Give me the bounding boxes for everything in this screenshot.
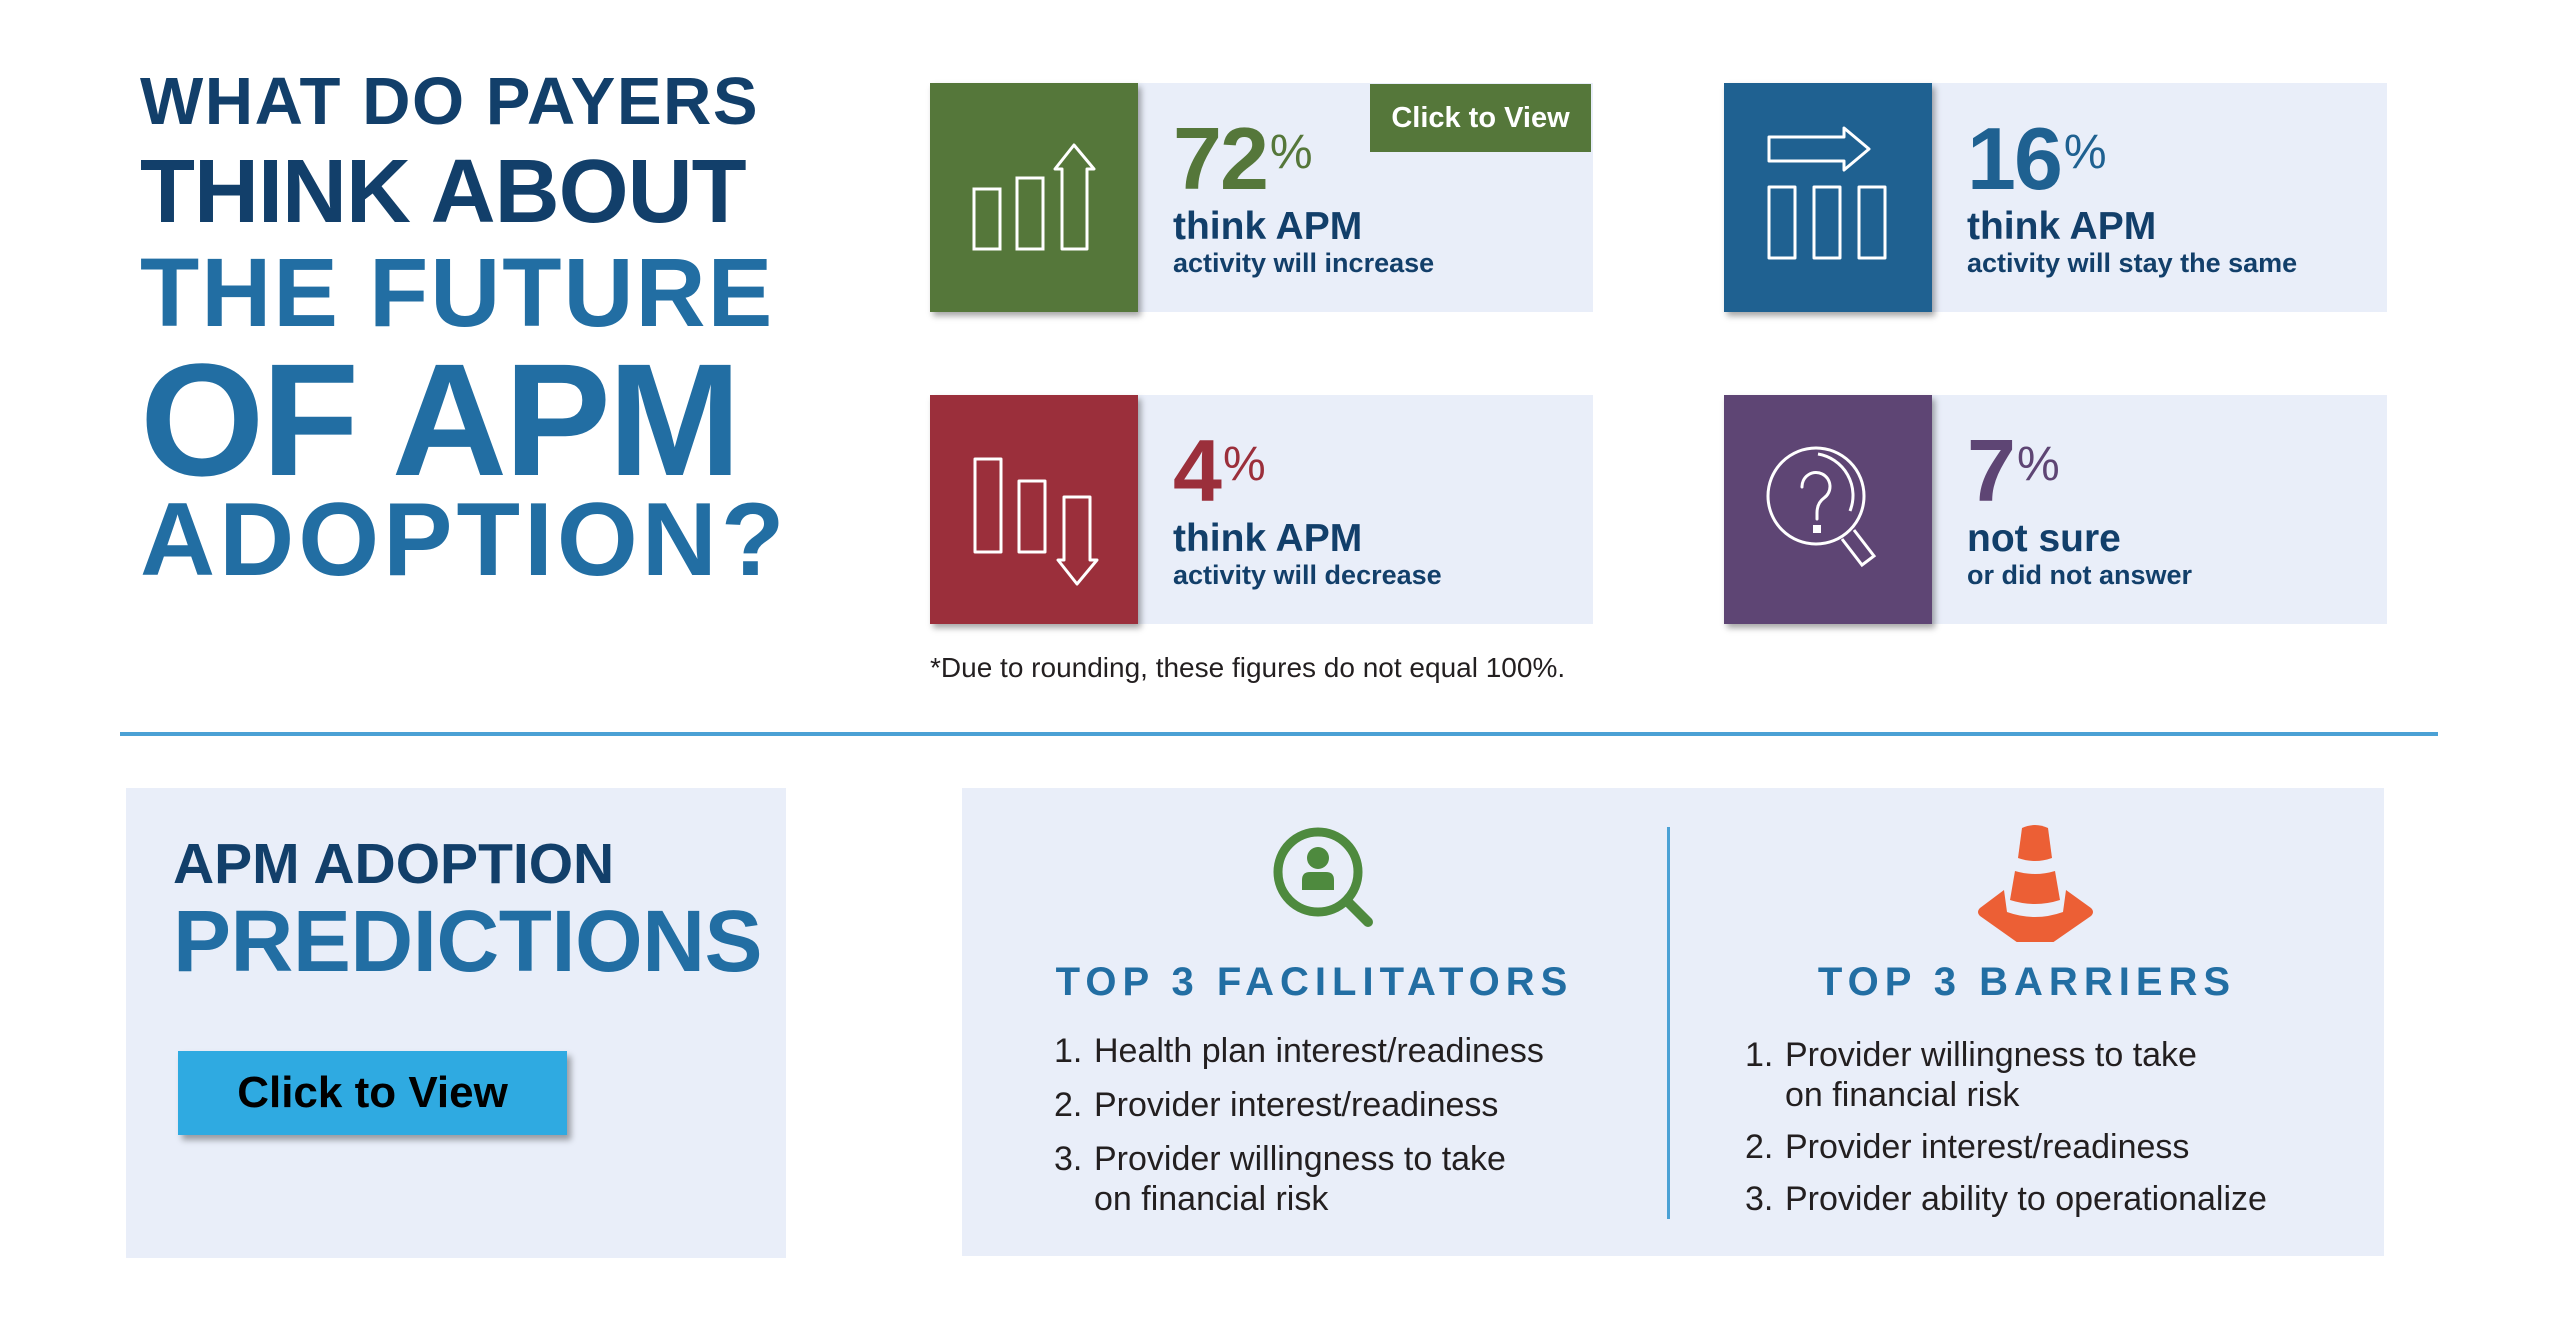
facilitators-list: 1. Health plan interest/readiness 2. Provi… xyxy=(1054,1031,1544,1233)
stat-sub: activity will decrease xyxy=(1173,560,1442,590)
stat-percentage: 16% xyxy=(1967,109,2107,208)
stat-sub: activity will stay the same xyxy=(1967,248,2298,278)
predictions-heading-small: APM ADOPTION xyxy=(173,832,615,896)
barriers-list: 1. Provider willingness to take on financ… xyxy=(1745,1035,2267,1231)
title-line-5: ADOPTION? xyxy=(140,482,789,598)
stat-lead: not sure xyxy=(1967,517,2121,560)
list-item: 2. Provider interest/readiness xyxy=(1745,1128,2190,1166)
facilitators-title: TOP 3 FACILITATORS xyxy=(1055,960,1574,1004)
stat-percentage: 4% xyxy=(1173,421,1266,520)
stat-card-same: 16% think APM activity will stay the sam… xyxy=(1724,83,2387,312)
stat-card-decrease: 4% think APM activity will decrease xyxy=(930,395,1593,624)
title-line-4: OF APM xyxy=(140,330,741,509)
list-item: 1. Provider willingness to take on financ… xyxy=(1745,1036,2197,1114)
list-item: 2. Provider interest/readiness xyxy=(1054,1086,1499,1124)
bar-chart-up-arrow-icon xyxy=(930,83,1138,312)
predictions-panel: APM ADOPTION PREDICTIONS Click to View xyxy=(126,788,786,1258)
facilitators-barriers-panel: TOP 3 FACILITATORS 1. Health plan interes… xyxy=(962,788,2384,1256)
bar-chart-right-arrow-icon xyxy=(1724,83,1932,312)
page-title: WHAT DO PAYERS THINK ABOUT THE FUTURE OF… xyxy=(140,68,800,598)
stat-percentage: 7% xyxy=(1967,421,2060,520)
barriers-title: TOP 3 BARRIERS xyxy=(1817,960,2237,1004)
traffic-cone-icon xyxy=(1976,822,2096,952)
list-item: 3. Provider willingness to take on financ… xyxy=(1054,1140,1506,1218)
person-search-icon xyxy=(1268,808,1378,933)
predictions-heading-large: PREDICTIONS xyxy=(173,893,763,990)
bar-chart-down-arrow-icon xyxy=(930,395,1138,624)
stat-lead: think APM xyxy=(1967,205,2157,248)
section-divider xyxy=(120,732,2438,736)
click-to-view-button[interactable]: Click to View xyxy=(1370,84,1591,152)
list-item: 3. Provider ability to operationalize xyxy=(1745,1180,2267,1218)
title-line-3: THE FUTURE xyxy=(140,238,775,347)
facilitators-column: TOP 3 FACILITATORS 1. Health plan interes… xyxy=(962,788,1667,1256)
stat-percentage: 72% xyxy=(1173,109,1313,208)
rounding-footnote: *Due to rounding, these figures do not e… xyxy=(930,652,1566,683)
stat-sub: or did not answer xyxy=(1967,560,2193,590)
title-line-1: WHAT DO PAYERS xyxy=(140,64,760,139)
stat-lead: think APM xyxy=(1173,205,1363,248)
stat-sub: activity will increase xyxy=(1173,248,1435,278)
column-divider xyxy=(1667,827,1670,1219)
stat-lead: think APM xyxy=(1173,517,1363,560)
stat-card-increase: 72% think APM activity will increase Cli… xyxy=(930,83,1593,312)
question-magnifier-icon xyxy=(1724,395,1932,624)
title-line-2: THINK ABOUT xyxy=(140,142,747,242)
stat-card-unsure: 7% not sure or did not answer xyxy=(1724,395,2387,624)
barriers-column: TOP 3 BARRIERS 1. Provider willingness to… xyxy=(1670,788,2384,1256)
predictions-click-to-view-button[interactable]: Click to View xyxy=(178,1051,567,1135)
list-item: 1. Health plan interest/readiness xyxy=(1054,1032,1544,1070)
